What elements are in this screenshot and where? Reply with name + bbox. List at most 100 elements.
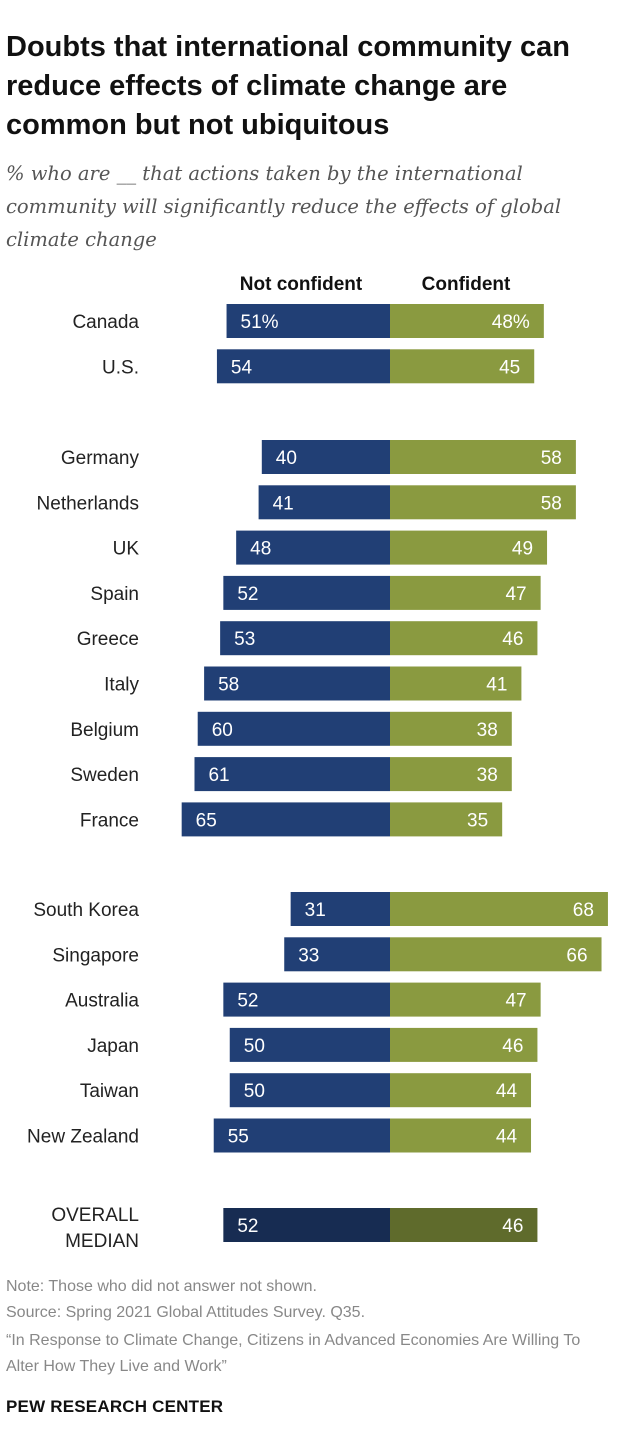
value-label-not-confident: 52 xyxy=(237,1216,258,1237)
row-label: Taiwan xyxy=(80,1081,139,1102)
row-label: Japan xyxy=(87,1036,139,1057)
value-label-confident: 41 xyxy=(486,675,507,696)
pew-logo: PEW RESEARCH CENTER xyxy=(6,1397,224,1416)
value-label-confident: 38 xyxy=(477,765,498,786)
bar-confident xyxy=(390,937,602,972)
value-label-not-confident: 41 xyxy=(273,493,294,514)
row-label: OVERALL MEDIAN xyxy=(51,1205,139,1252)
value-label-not-confident: 48 xyxy=(250,539,271,560)
value-label-not-confident: 60 xyxy=(212,720,233,741)
chart-title: Doubts that international community can … xyxy=(6,31,570,141)
value-label-confident: 44 xyxy=(496,1081,518,1102)
value-label-confident: 44 xyxy=(496,1127,518,1148)
row-label: France xyxy=(80,810,139,831)
bar-not-confident xyxy=(236,530,390,565)
bar-confident xyxy=(390,1118,532,1153)
bar-confident xyxy=(390,304,544,338)
row-label: New Zealand xyxy=(27,1127,139,1148)
bar-confident xyxy=(390,440,576,474)
row-label: Netherlands xyxy=(37,493,139,514)
value-label-not-confident: 55 xyxy=(228,1127,249,1148)
row-label: U.S. xyxy=(102,357,139,378)
bar-confident xyxy=(390,802,503,837)
row-label-line: OVERALL xyxy=(51,1205,139,1226)
bar-not-confident xyxy=(223,575,390,610)
bar-not-confident xyxy=(197,711,390,746)
value-label-confident: 38 xyxy=(477,720,498,741)
row-label: South Korea xyxy=(33,900,139,921)
value-label-not-confident: 50 xyxy=(244,1081,265,1102)
row-label: Germany xyxy=(61,448,140,469)
value-label-not-confident: 61 xyxy=(208,765,229,786)
bar-confident xyxy=(390,666,522,701)
bar-confident xyxy=(390,892,608,926)
bar-not-confident xyxy=(216,349,390,384)
bar-confident xyxy=(390,349,535,384)
row-label: Sweden xyxy=(70,765,139,786)
row-label: Spain xyxy=(90,584,139,605)
bar-not-confident xyxy=(223,1208,390,1242)
bar-confident xyxy=(390,1208,538,1242)
source-text: Source: Spring 2021 Global Attitudes Sur… xyxy=(6,1304,366,1321)
row-label: Canada xyxy=(72,312,139,333)
value-label-confident: 68 xyxy=(573,900,594,921)
value-label-not-confident: 52 xyxy=(237,584,258,605)
bar-not-confident xyxy=(258,485,390,520)
value-label-not-confident: 52 xyxy=(237,991,258,1012)
value-label-confident: 46 xyxy=(502,1216,523,1237)
bar-not-confident xyxy=(229,1073,390,1108)
value-label-confident: 58 xyxy=(541,493,562,514)
bar-confident xyxy=(390,1073,532,1108)
bar-confident xyxy=(390,485,576,520)
chart-subtitle: % who are __ that actions taken by the i… xyxy=(6,162,562,251)
row-label: Belgium xyxy=(70,720,139,741)
value-label-not-confident: 33 xyxy=(298,945,319,966)
value-label-not-confident: 58 xyxy=(218,675,239,696)
value-label-not-confident: 51% xyxy=(241,312,279,333)
row-label: UK xyxy=(113,539,140,560)
row-label: Australia xyxy=(65,991,139,1012)
bar-not-confident xyxy=(290,892,390,926)
bar-confident xyxy=(390,1027,538,1062)
value-label-confident: 46 xyxy=(502,1036,523,1057)
value-label-not-confident: 65 xyxy=(196,810,217,831)
bar-confident xyxy=(390,982,541,1017)
value-label-confident: 46 xyxy=(502,629,523,650)
value-label-not-confident: 31 xyxy=(305,900,326,921)
note-text: Note: Those who did not answer not shown… xyxy=(6,1278,317,1295)
row-label-line: MEDIAN xyxy=(65,1231,139,1252)
bar-confident xyxy=(390,530,548,565)
bar-not-confident xyxy=(213,1118,390,1153)
bar-confident xyxy=(390,711,512,746)
bar-confident xyxy=(390,621,538,656)
value-label-confident: 45 xyxy=(499,357,520,378)
bar-not-confident xyxy=(220,621,390,656)
bar-not-confident xyxy=(226,304,390,338)
bar-not-confident xyxy=(284,937,390,972)
diverging-bar-chart: Not confident Confident Canada 51% 48% U.S. 54… xyxy=(27,274,608,1252)
bar-not-confident xyxy=(181,802,390,837)
value-label-confident: 48% xyxy=(492,312,530,333)
row-label: Italy xyxy=(104,675,139,696)
value-label-confident: 47 xyxy=(505,584,526,605)
bar-confident xyxy=(390,757,512,792)
bar-not-confident xyxy=(194,757,390,792)
value-label-confident: 47 xyxy=(505,991,526,1012)
row-label: Singapore xyxy=(52,945,139,966)
legend-not-confident: Not confident xyxy=(240,274,363,295)
value-label-not-confident: 54 xyxy=(231,357,253,378)
bar-not-confident xyxy=(261,440,390,474)
value-label-confident: 58 xyxy=(541,448,562,469)
report-title-text: “In Response to Climate Change, Citizens… xyxy=(6,1332,581,1375)
value-label-confident: 49 xyxy=(512,539,533,560)
value-label-confident: 66 xyxy=(566,945,587,966)
legend-confident: Confident xyxy=(422,274,511,295)
value-label-not-confident: 50 xyxy=(244,1036,265,1057)
value-label-not-confident: 40 xyxy=(276,448,297,469)
bar-not-confident xyxy=(204,666,390,701)
row-label: Greece xyxy=(77,629,139,650)
value-label-not-confident: 53 xyxy=(234,629,255,650)
bar-not-confident xyxy=(229,1027,390,1062)
value-label-confident: 35 xyxy=(467,810,488,831)
bar-not-confident xyxy=(223,982,390,1017)
